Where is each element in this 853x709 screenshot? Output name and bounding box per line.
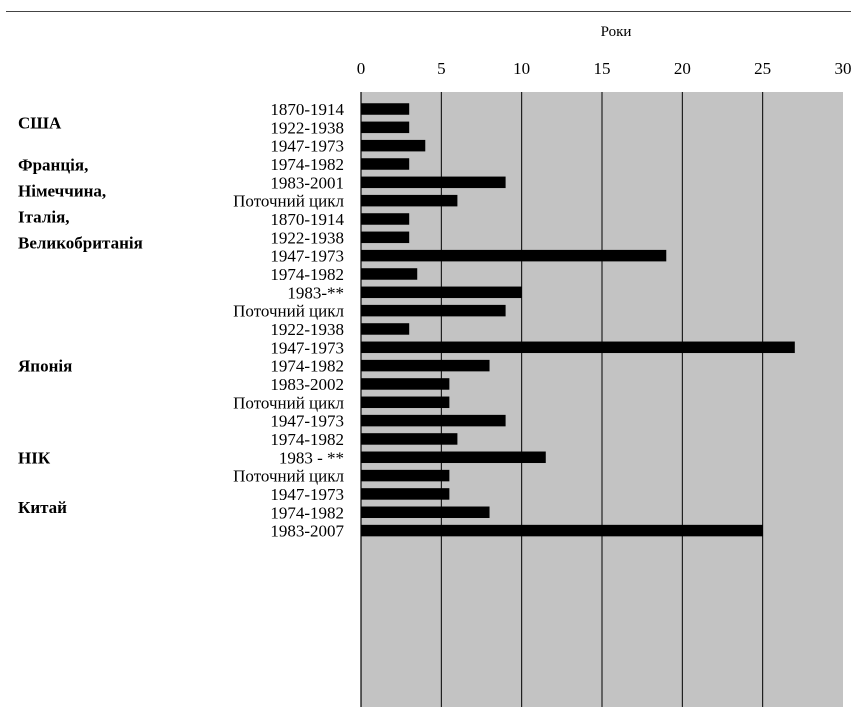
group-label-line: НІК	[18, 448, 51, 467]
category-label: 1947-1973	[270, 412, 344, 431]
category-label: 1947-1973	[270, 485, 344, 504]
category-label: 1922-1938	[270, 228, 344, 247]
group-label-line: Німеччина,	[18, 181, 106, 200]
category-label: 1983-2002	[270, 375, 344, 394]
bar	[361, 359, 490, 372]
category-label: 1974-1982	[270, 430, 344, 449]
category-label: 1983 - **	[279, 448, 344, 467]
category-label: 1974-1982	[270, 357, 344, 376]
bar	[361, 139, 426, 152]
x-tick-label: 5	[437, 59, 446, 78]
bar	[361, 414, 506, 427]
bar	[361, 103, 410, 115]
bars	[361, 103, 795, 537]
category-label: 1870-1914	[270, 100, 344, 119]
bar	[361, 341, 795, 354]
group-label-line: Італія,	[18, 207, 70, 226]
group-label: США	[18, 114, 62, 133]
category-label: 1983-2001	[270, 173, 344, 192]
bar	[361, 121, 410, 134]
category-label: 1974-1982	[270, 155, 344, 174]
category-label: Поточний цикл	[233, 192, 344, 211]
x-tick-label: 0	[357, 59, 366, 78]
bar	[361, 524, 763, 537]
category-label: 1922-1938	[270, 118, 344, 137]
category-label: 1947-1973	[270, 338, 344, 357]
bar	[361, 194, 458, 207]
bar	[361, 323, 410, 335]
group-label: НІК	[18, 448, 51, 467]
group-label: Франція, Німеччина, Італія, Великобританія	[18, 155, 143, 252]
group-label-line: Франція,	[18, 155, 88, 174]
bar	[361, 378, 450, 390]
group-label-line: Японія	[18, 357, 72, 376]
category-label: 1974-1982	[270, 265, 344, 284]
category-label: 1922-1938	[270, 320, 344, 339]
bar	[361, 286, 522, 299]
group-label-line: Великобританія	[18, 233, 143, 252]
category-label: 1983-2007	[270, 522, 344, 541]
bar	[361, 451, 546, 464]
bar	[361, 268, 418, 280]
group-label: Японія	[18, 357, 72, 376]
group-labels: США Франція, Німеччина, Італія, Великобритан…	[18, 114, 143, 517]
bar	[361, 158, 410, 170]
x-tick-label: 25	[754, 59, 771, 78]
category-label: 1947-1973	[270, 137, 344, 156]
bar	[361, 304, 506, 317]
category-label: Поточний цикл	[233, 467, 344, 486]
x-tick-label: 10	[513, 59, 530, 78]
category-label: Поточний цикл	[233, 302, 344, 321]
x-tick-label: 20	[674, 59, 691, 78]
category-label: 1974-1982	[270, 503, 344, 522]
bar	[361, 249, 667, 262]
x-tick-label: 30	[835, 59, 852, 78]
x-tick-label: 15	[594, 59, 611, 78]
category-label: 1870-1914	[270, 210, 344, 229]
bar	[361, 433, 458, 445]
category-label: Поточний цикл	[233, 393, 344, 412]
category-label: 1983-**	[287, 283, 344, 302]
bar	[361, 488, 450, 500]
x-tick-labels: 0 5 10 15 20 25 30	[357, 59, 852, 78]
category-label: 1947-1973	[270, 247, 344, 266]
top-rule	[6, 11, 851, 12]
group-label-line: Китай	[18, 498, 67, 517]
x-axis-title: Роки	[601, 24, 632, 40]
bar	[361, 176, 506, 189]
bar	[361, 231, 410, 244]
group-label-line: США	[18, 114, 62, 133]
group-label: Китай	[18, 498, 67, 517]
bar	[361, 213, 410, 225]
bar	[361, 506, 490, 519]
category-labels: 1870-19141922-19381947-19731974-19821983…	[233, 100, 344, 541]
bar	[361, 469, 450, 482]
bar	[361, 396, 450, 409]
